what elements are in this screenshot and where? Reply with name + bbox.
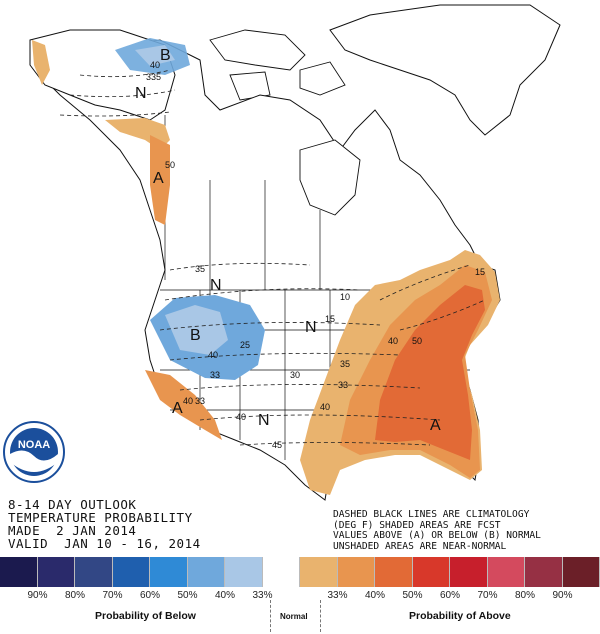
legend-tick-label: 33%	[252, 590, 273, 601]
note-line-1: DASHED BLACK LINES ARE CLIMATOLOGY	[333, 509, 530, 520]
legend-tick-label: 80%	[514, 590, 535, 601]
legend-swatch	[412, 557, 450, 587]
contour-label: 40	[183, 396, 193, 406]
alaska-below-core	[135, 45, 175, 66]
climatology-contours	[59, 69, 486, 446]
legend-tick-label: 50%	[177, 590, 198, 601]
region-letters: B N A N B N A N A	[135, 47, 441, 434]
contour-label: 33	[338, 380, 348, 390]
legend-tick-label: 40%	[364, 590, 385, 601]
note-line-3: VALUES ABOVE (A) OR BELOW (B) NORMAL	[333, 530, 541, 541]
legend-tick-label: 90%	[27, 590, 48, 601]
contour-label: 30	[290, 370, 300, 380]
legend-swatch	[487, 557, 525, 587]
title-line-1: 8-14 DAY OUTLOOK	[8, 497, 137, 512]
contour-label: 25	[240, 340, 250, 350]
canada-n-letter: N	[210, 277, 222, 294]
contour-label: 50	[412, 336, 422, 346]
east-above-60	[375, 285, 485, 460]
plains-n-letter: N	[305, 319, 317, 336]
contour-labels: 40 335 50 35 10 15 25 40 50 40 33 30 35 …	[146, 60, 485, 450]
contour-label: 45	[272, 440, 282, 450]
legend-swatch	[0, 557, 38, 587]
hudson-bay	[299, 139, 361, 216]
legend-tick-label: 50%	[402, 590, 423, 601]
alaska-above-west	[32, 40, 50, 85]
probability-below-label: Probability of Below	[95, 610, 196, 622]
legend-swatch	[150, 557, 188, 587]
legend-tick-label: 33%	[327, 590, 348, 601]
pacific-a-letter: A	[153, 170, 164, 187]
legend-swatch	[525, 557, 563, 587]
southeast-a-letter: A	[430, 417, 441, 434]
legend-swatch	[450, 557, 488, 587]
legend-ticks: 90% 80% 70% 60% 50% 40% 33% 33% 40% 50% 60% 70% 80% 9…	[0, 590, 600, 601]
arctic-islands	[209, 29, 346, 101]
contour-label: 33	[210, 370, 220, 380]
outlook-title-block: 8-14 DAY OUTLOOK TEMPERATURE PROBABILITY…	[8, 498, 201, 550]
color-legend	[0, 557, 600, 587]
legend-swatch	[225, 557, 263, 587]
pacific-nw-above	[150, 135, 170, 225]
contour-label: 40	[208, 350, 218, 360]
contour-label: 40	[150, 60, 160, 70]
alaska-n-letter: N	[135, 85, 147, 102]
legend-swatch	[262, 557, 300, 587]
legend-swatch	[187, 557, 225, 587]
probability-above-label: Probability of Above	[409, 610, 511, 622]
contour-label: 40	[320, 402, 330, 412]
title-line-2: TEMPERATURE PROBABILITY	[8, 510, 193, 525]
contour-label: 40	[388, 336, 398, 346]
legend-swatch	[300, 557, 338, 587]
contour-label: 35	[195, 264, 205, 274]
note-line-4: UNSHADED AREAS ARE NEAR-NORMAL	[333, 540, 507, 552]
legend-swatch	[37, 557, 75, 587]
legend-tick-label: 60%	[439, 590, 460, 601]
california-a-letter: A	[172, 400, 183, 417]
contour-label: 335	[146, 72, 161, 82]
legend-swatch	[337, 557, 375, 587]
contour-label: 50	[165, 160, 175, 170]
legend-swatch	[75, 557, 113, 587]
legend-note: DASHED BLACK LINES ARE CLIMATOLOGY (DEG …	[333, 509, 541, 552]
noaa-logo: NOAA	[3, 421, 65, 483]
legend-tick-label: 60%	[139, 590, 160, 601]
legend-tick-label: 70%	[477, 590, 498, 601]
greenland-landmass	[329, 4, 561, 136]
legend-tick-label: 80%	[64, 590, 85, 601]
legend-swatch	[562, 557, 600, 587]
normal-label: Normal	[280, 612, 308, 621]
alaska-b-letter: B	[160, 47, 171, 64]
california-above	[145, 370, 222, 440]
legend-tick-label: 90%	[552, 590, 573, 601]
legend-swatch	[375, 557, 413, 587]
contour-label: 15	[475, 267, 485, 277]
contour-label: 33	[195, 396, 205, 406]
noaa-logo-text: NOAA	[18, 439, 50, 451]
note-line-2: (DEG F) SHADED AREAS ARE FCST	[333, 519, 501, 531]
outlook-map: B N A N B N A N A 40 335 50 35 10 15 25 …	[3, 4, 561, 501]
legend-swatch	[112, 557, 150, 587]
contour-label: 35	[340, 359, 350, 369]
texas-n-letter: N	[258, 412, 270, 429]
legend-tick-label: 70%	[102, 590, 123, 601]
normal-divider-left	[270, 600, 271, 632]
normal-divider-right	[320, 600, 321, 632]
contour-label: 10	[340, 292, 350, 302]
title-line-3: MADE 2 JAN 2014	[8, 523, 137, 538]
title-line-4: VALID JAN 10 - 16, 2014	[8, 536, 201, 551]
legend-tick-label: 40%	[214, 590, 235, 601]
west-b-letter: B	[190, 327, 201, 344]
west-below-core	[165, 305, 228, 355]
contour-label: 15	[325, 314, 335, 324]
contour-label: 40	[236, 412, 246, 422]
